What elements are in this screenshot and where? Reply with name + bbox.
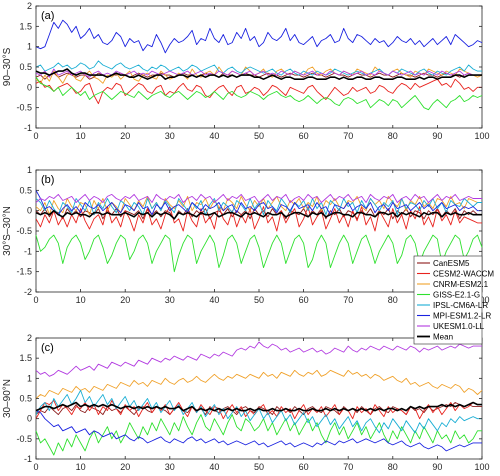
panel-c-ytick-label: 1.5 [19, 353, 32, 363]
panel-b-series-ukesm1-0-ll [35, 193, 482, 203]
panel-b-xtick-label: 30 [165, 295, 175, 305]
legend-label-mpi-esm1-2-lr: MPI-ESM1.2-LR [433, 312, 491, 321]
legend-label-ukesm1-0-ll: UKESM1.0-LL [433, 322, 485, 331]
panel-c-xtick-label: 20 [120, 462, 130, 472]
panel-b-xtick-label: 40 [209, 295, 219, 305]
panel-c-xtick-label: 50 [254, 462, 264, 472]
legend-label-cnrm-esm2-1: CNRM-ESM2.1 [433, 280, 489, 289]
panel-c-ytick-label: 0.5 [19, 394, 32, 404]
panel-a-xtick-label: 70 [343, 131, 353, 141]
panel-a-series-mean [35, 68, 482, 80]
panel-b: 0102030405060708090100-2-1.5-1-0.500.513… [2, 165, 490, 305]
panel-b-ytick-label: -0.5 [16, 226, 32, 236]
panel-a-frame [35, 5, 483, 129]
panel-a-ytick-label: 0 [27, 82, 32, 92]
legend-label-ipsl-cm6a-lr: IPSL-CM6A-LR [433, 301, 488, 310]
panel-c-xtick-label: 10 [76, 462, 86, 472]
panel-c-ytick-label: 0 [27, 414, 32, 424]
panel-a: 0 10 20 30 40 50 60 70 80 90 100 -1 -0.5 0 0.5 1 1.5 2 90–… [2, 1, 490, 141]
panel-b-ytick-label: 0.5 [19, 185, 32, 195]
panel-a-xtick-label: 0 [33, 131, 38, 141]
panel-c-series-cnrm-esm2-1 [35, 369, 483, 399]
legend-label-canesm5: CanESM5 [433, 259, 470, 268]
panel-c-xtick-label: 70 [343, 462, 353, 472]
legend-label-cesm2-waccm: CESM2-WACCM [433, 270, 494, 279]
panel-c-label: (c) [41, 342, 54, 354]
panel-a-series-ukesm1-0-ll [35, 68, 482, 78]
panel-b-ytick-label: -1.5 [16, 267, 32, 277]
panel-c-frame [35, 337, 483, 460]
panel-a-series-giss-e2-1-g [35, 76, 483, 111]
panel-a-ytick-label: 0.5 [19, 62, 32, 72]
panel-a-xtick-label: 90 [432, 131, 442, 141]
panel-c-xtick-label: 40 [209, 462, 219, 472]
panel-a-xtick-label: 100 [474, 131, 489, 141]
panel-a-xtick-label: 50 [254, 131, 264, 141]
panel-c-xtick-label: 80 [388, 462, 398, 472]
panel-a-ytick-label: -0.5 [16, 103, 32, 113]
panel-a-ytick-label: 1.5 [19, 21, 32, 31]
panel-b-series-cesm2-waccm [35, 206, 482, 232]
panel-a-label: (a) [41, 10, 54, 22]
panel-b-series-giss-e2-1-g [35, 234, 483, 273]
panel-b-xtick-label: 80 [388, 295, 398, 305]
panel-a-xtick-label: 40 [209, 131, 219, 141]
panel-c-series-giss-e2-1-g [35, 414, 482, 456]
panel-c-series-mpi-esm1-2-lr [35, 410, 482, 452]
panel-a-xtick-label: 80 [388, 131, 398, 141]
panel-b-frame [35, 169, 483, 293]
panel-a-ytick-label: -1 [24, 123, 32, 133]
panel-c-ytick-label: 1 [27, 373, 32, 383]
panel-c-xtick-label: 30 [165, 462, 175, 472]
panel-c-series-mean [35, 401, 482, 412]
panel-a-ytick-label: 2 [27, 1, 32, 11]
panel-a-xtick-label: 30 [165, 131, 175, 141]
panel-c-ytick-label: -0.5 [16, 434, 32, 444]
panel-c-series-ukesm1-0-ll [35, 341, 482, 377]
legend-box [413, 255, 483, 345]
panel-c: 0 10 20 30 40 50 60 70 80 90 100 -1 -0.5 0 0.5 1 1.5 2 30–… [2, 333, 490, 472]
panel-c-ytick-label: 2 [27, 333, 32, 343]
panel-b-series-mpi-esm1-2-lr [35, 190, 482, 216]
panel-c-ytick-label: -1 [24, 454, 32, 464]
legend-label-giss-e2-1-g: GISS-E2.1-G [433, 291, 480, 300]
legend-label-mean: Mean [433, 333, 453, 342]
panel-a-ytick-label: 1 [27, 42, 32, 52]
panel-a-series-ipsl-cm6a-lr [35, 60, 482, 76]
panel-a-xtick-label: 60 [299, 131, 309, 141]
panel-c-ylabel: 30–90°N [2, 379, 13, 418]
panel-b-xtick-label: 50 [254, 295, 264, 305]
panel-b-xtick-label: 0 [33, 295, 38, 305]
panel-b-ytick-label: 0 [27, 206, 32, 216]
panel-b-xtick-label: 70 [343, 295, 353, 305]
panel-b-xtick-label: 20 [120, 295, 130, 305]
panel-b-xtick-label: 60 [299, 295, 309, 305]
panel-a-xtick-label: 10 [76, 131, 86, 141]
panel-b-ytick-label: 1 [27, 165, 32, 175]
panel-c-xtick-label: 100 [474, 462, 489, 472]
panel-a-series-mpi-esm1-2-lr [35, 19, 483, 54]
panel-b-ytick-label: -1 [24, 246, 32, 256]
panel-b-label: (b) [41, 174, 54, 186]
panel-c-xtick-label: 90 [432, 462, 442, 472]
panel-c-xtick-label: 0 [33, 462, 38, 472]
panel-a-xtick-label: 20 [120, 131, 130, 141]
panel-b-xtick-label: 10 [76, 295, 86, 305]
panel-b-ylabel: 30°S–30°N [2, 206, 13, 256]
panel-a-ylabel: 90–30°S [2, 47, 13, 86]
panel-c-xtick-label: 60 [299, 462, 309, 472]
panel-b-ytick-label: -2 [24, 287, 32, 297]
panel-b-series-mean [35, 209, 482, 220]
panel-a-series-cesm2-waccm [35, 78, 482, 105]
